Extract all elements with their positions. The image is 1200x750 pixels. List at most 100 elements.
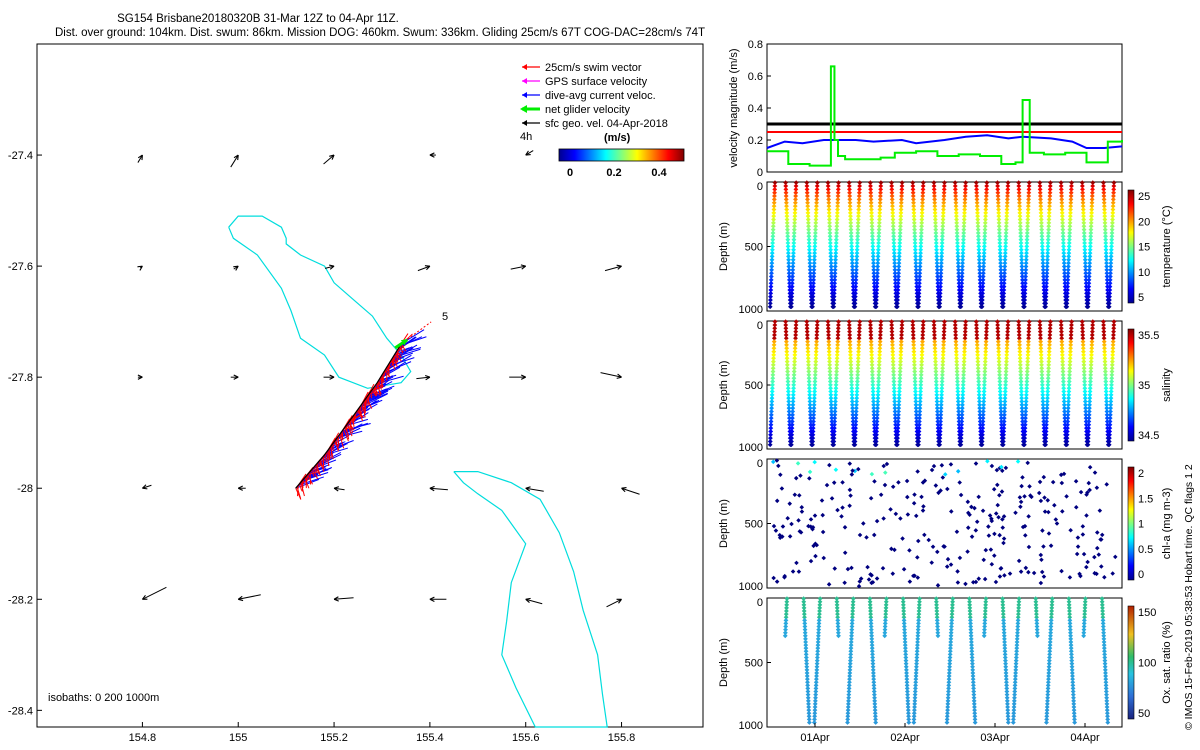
temperature-section-point bbox=[935, 280, 941, 286]
geo-velocity-arrowhead bbox=[525, 486, 531, 492]
map-x-tick-label: 155 bbox=[229, 732, 247, 744]
temperature-section-point bbox=[956, 280, 962, 286]
geo-velocity-arrow bbox=[238, 594, 261, 600]
geo-velocity-arrowhead bbox=[137, 265, 143, 271]
swim-vector bbox=[299, 483, 303, 491]
oxygen-section-x-tick-label: 01Apr bbox=[800, 732, 830, 744]
temperature-section-point bbox=[767, 300, 773, 306]
temperature-section-point bbox=[873, 297, 879, 303]
geo-velocity-arrow bbox=[417, 265, 431, 272]
temperature-section-point bbox=[832, 280, 838, 286]
swim-vector bbox=[341, 430, 344, 441]
temperature-section-point bbox=[812, 247, 818, 253]
legend-geo-arrow-icon bbox=[522, 120, 527, 126]
temperature-section-point bbox=[811, 270, 817, 276]
temperature-section-point bbox=[939, 233, 945, 239]
legend-dac: dive-avg current veloc. bbox=[522, 90, 656, 102]
temperature-section-point bbox=[810, 297, 816, 303]
geo-velocity-arrow bbox=[525, 487, 544, 492]
oxygen-section-y-tick-label: 0 bbox=[757, 597, 763, 609]
temperature-section-point bbox=[941, 193, 947, 199]
temperature-section-point bbox=[933, 220, 938, 226]
temperature-section-point bbox=[853, 270, 859, 276]
geo-velocity-arrowhead bbox=[520, 264, 527, 270]
temperature-section-point bbox=[811, 277, 816, 283]
temperature-section-point bbox=[995, 190, 1001, 196]
geo-velocity-arrow bbox=[604, 265, 622, 272]
temperature-section-point bbox=[981, 247, 987, 253]
swim-vector bbox=[354, 412, 357, 422]
temperature-section-point bbox=[1019, 254, 1024, 259]
map-x-tick-label: 155.4 bbox=[416, 732, 444, 744]
swim-vector bbox=[345, 425, 350, 440]
temperature-section-point bbox=[853, 274, 859, 279]
dac-vector bbox=[388, 356, 405, 366]
temperature-section-point bbox=[910, 193, 916, 199]
temperature-section-point bbox=[1003, 247, 1008, 253]
geo-velocity-arrow bbox=[137, 154, 143, 163]
temperature-section-point bbox=[832, 277, 838, 283]
temperature-section-point bbox=[953, 190, 958, 196]
temperature-section-point bbox=[784, 220, 790, 226]
temperature-section-point bbox=[983, 193, 989, 199]
temperature-section-point bbox=[828, 254, 834, 259]
temperature-section-point bbox=[934, 247, 939, 253]
temperature-section-point bbox=[896, 274, 901, 279]
temperature-section-point bbox=[974, 186, 979, 192]
temperature-section-point bbox=[836, 180, 841, 186]
temperature-section-point bbox=[896, 270, 901, 276]
temperature-section-point bbox=[847, 207, 853, 212]
temperature-section-point bbox=[833, 247, 839, 253]
chl-section-colorbar-tick: 1.5 bbox=[1138, 493, 1153, 505]
salinity-section-colorbar bbox=[1127, 328, 1135, 442]
temperature-section-point bbox=[960, 254, 966, 259]
chl-section-y-tick-label: 0 bbox=[757, 458, 763, 470]
temperature-section-point bbox=[890, 227, 896, 233]
net-velocity-vector bbox=[394, 338, 408, 350]
salinity-section-panel: 0 500 1000 Depth (m) 35.5 35 34.5 salinity bbox=[718, 319, 1173, 454]
temperature-section-point bbox=[995, 186, 1001, 192]
temperature-section-point bbox=[811, 274, 817, 279]
temperature-section-point bbox=[998, 280, 1004, 286]
temperature-section-point bbox=[869, 220, 875, 226]
temperature-section-point bbox=[963, 180, 969, 186]
temperature-section-point bbox=[877, 207, 883, 212]
temperature-section-point bbox=[874, 294, 879, 300]
geo-velocity-arrowhead bbox=[141, 594, 148, 600]
swim-vector bbox=[395, 352, 402, 362]
temperature-section-point bbox=[889, 186, 895, 192]
temperature-section-point bbox=[791, 233, 797, 239]
swim-vector bbox=[374, 385, 377, 395]
map-y-tick-label: -28.2 bbox=[8, 594, 33, 606]
temperature-section-point bbox=[1000, 300, 1006, 306]
temperature-section-point bbox=[832, 274, 838, 279]
temperature-section-point bbox=[892, 254, 897, 259]
temperature-section-point bbox=[853, 277, 859, 283]
temperature-section-point bbox=[974, 207, 980, 212]
temperature-section-point bbox=[1003, 223, 1009, 229]
geo-velocity-arrow bbox=[230, 154, 239, 168]
map-y-tick-label: -28.4 bbox=[8, 705, 33, 717]
temperature-section-point bbox=[937, 294, 943, 300]
temperature-section-point bbox=[790, 274, 795, 279]
chl-section-axes-frame bbox=[766, 458, 1123, 589]
temperature-section-point bbox=[956, 267, 961, 273]
velocity-y-tick-label: 0.8 bbox=[748, 39, 763, 51]
temperature-section-point bbox=[1001, 277, 1007, 283]
geo-velocity-arrow bbox=[429, 487, 448, 491]
temperature-section-point bbox=[810, 294, 816, 300]
isobath-contour-south bbox=[453, 471, 608, 728]
temperature-section-colorbar-label: temperature (°C) bbox=[1161, 205, 1173, 287]
geo-velocity-arrowhead bbox=[233, 374, 239, 380]
temperature-section-point bbox=[889, 190, 895, 196]
swim-vector bbox=[361, 401, 364, 414]
temperature-section-point bbox=[849, 254, 855, 259]
temperature-section-point bbox=[955, 254, 961, 259]
temperature-section-colorbar-tick: 10 bbox=[1138, 267, 1150, 279]
salinity-section-y-label: Depth (m) bbox=[718, 361, 730, 410]
geo-velocity-arrowhead bbox=[333, 486, 339, 492]
temperature-section-point bbox=[772, 180, 778, 186]
map-legend: 25cm/s swim vector GPS surface velocity … bbox=[520, 62, 685, 179]
geo-velocity-arrowhead bbox=[329, 374, 335, 380]
